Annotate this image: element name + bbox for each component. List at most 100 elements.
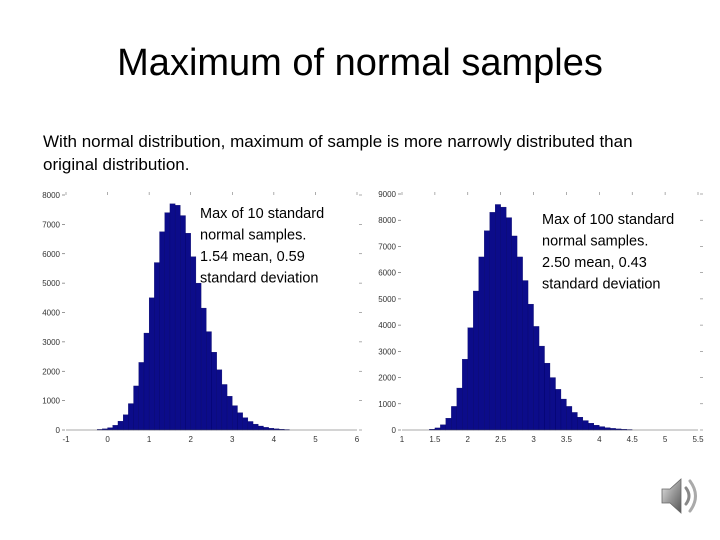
x-tick-label: 2 bbox=[188, 435, 193, 444]
y-tick-label: 9000 bbox=[378, 190, 396, 199]
chart-annotation-line: standard deviation bbox=[542, 277, 661, 293]
x-tick-label: 4 bbox=[272, 435, 277, 444]
histogram-bar bbox=[159, 231, 165, 431]
slide-body-text: With normal distribution, maximum of sam… bbox=[43, 132, 633, 174]
histogram-bar bbox=[112, 425, 119, 431]
histogram-bar bbox=[599, 426, 605, 431]
histogram-bar bbox=[232, 405, 238, 431]
histogram-bar bbox=[128, 403, 134, 431]
y-tick-label: 0 bbox=[56, 426, 61, 435]
histogram-bar bbox=[544, 362, 551, 431]
chart-annotation-line: Max of 10 standard bbox=[200, 206, 324, 222]
y-tick-label: 3000 bbox=[42, 338, 60, 347]
histogram-bar bbox=[516, 256, 523, 431]
histogram-bar bbox=[174, 205, 181, 431]
histogram-bar bbox=[577, 417, 584, 431]
histogram-bar bbox=[560, 398, 567, 431]
y-tick-label: 7000 bbox=[42, 220, 60, 229]
chart-annotation-line: 1.54 mean, 0.59 bbox=[200, 249, 305, 265]
y-tick-label: 2000 bbox=[378, 374, 396, 383]
y-tick-label: 8000 bbox=[42, 191, 60, 200]
histogram-bar bbox=[588, 423, 595, 431]
x-tick-label: 4 bbox=[597, 435, 602, 444]
histogram-bar bbox=[445, 418, 452, 431]
y-tick-label: 7000 bbox=[378, 242, 396, 251]
histogram-max-of-100: 0 1000 2000 3000 4000 5000 6000 7000 8000 9000 1 1.… bbox=[378, 190, 704, 444]
x-tick-label: 2 bbox=[466, 435, 471, 444]
histogram-bar bbox=[473, 290, 479, 431]
histogram-bar bbox=[211, 352, 217, 431]
histogram-bar bbox=[237, 412, 243, 431]
histogram-bar bbox=[123, 414, 129, 431]
y-tick-label: 8000 bbox=[378, 216, 396, 225]
histogram-bar bbox=[143, 332, 150, 431]
slide-title: Maximum of normal samples bbox=[117, 42, 603, 84]
histogram-bar bbox=[107, 427, 113, 431]
histogram-bar bbox=[190, 256, 197, 431]
histogram-bar bbox=[216, 369, 223, 431]
x-tick-label: 3.5 bbox=[561, 435, 573, 444]
histogram-bar bbox=[206, 331, 212, 431]
histogram-bar bbox=[511, 235, 518, 431]
histogram-bar bbox=[164, 212, 171, 431]
histogram-bar bbox=[247, 421, 254, 431]
x-tick-label: 2.5 bbox=[495, 435, 507, 444]
histogram-bar bbox=[258, 425, 264, 431]
histogram-bar bbox=[478, 256, 485, 431]
histogram-bar bbox=[538, 345, 545, 431]
y-tick-label: 6000 bbox=[42, 250, 60, 259]
x-tick-label: 5 bbox=[313, 435, 318, 444]
y-tick-label: 6000 bbox=[378, 269, 396, 278]
histogram-bar bbox=[242, 417, 249, 431]
histogram-bar bbox=[604, 427, 611, 431]
chart-annotation-line: normal samples. bbox=[200, 228, 306, 244]
y-tick-label: 4000 bbox=[42, 309, 60, 318]
histogram-bar bbox=[117, 421, 124, 431]
y-tick-label: 2000 bbox=[42, 367, 60, 376]
x-tick-label: 4.5 bbox=[627, 435, 639, 444]
x-tick-label: 5.5 bbox=[692, 435, 704, 444]
histogram-bar bbox=[522, 280, 529, 431]
histogram-bar bbox=[440, 424, 447, 431]
histogram-bar bbox=[571, 412, 578, 431]
y-tick-label: 5000 bbox=[42, 279, 60, 288]
histogram-bar bbox=[467, 327, 474, 431]
histogram-bar bbox=[484, 230, 490, 431]
histogram-bar bbox=[138, 362, 145, 431]
x-tick-label: 0 bbox=[105, 435, 110, 444]
histogram-bar bbox=[221, 384, 228, 431]
x-tick-label: -1 bbox=[62, 435, 70, 444]
histogram-bar bbox=[495, 204, 501, 431]
y-tick-label: 1000 bbox=[42, 397, 60, 406]
chart-annotation-line: Max of 100 standard bbox=[542, 212, 674, 228]
histogram-bar bbox=[549, 377, 556, 431]
chart-annotation-line: 2.50 mean, 0.43 bbox=[542, 255, 647, 271]
x-tick-label: 5 bbox=[663, 435, 668, 444]
histogram-bar bbox=[185, 233, 191, 431]
y-tick-label: 5000 bbox=[378, 295, 396, 304]
y-tick-label: 1000 bbox=[378, 400, 396, 409]
histogram-bar bbox=[180, 215, 186, 431]
x-tick-label: 6 bbox=[355, 435, 360, 444]
histogram-bar bbox=[500, 206, 507, 431]
histogram-bar bbox=[527, 303, 534, 431]
histogram-bar bbox=[451, 406, 457, 431]
x-tick-label: 1.5 bbox=[429, 435, 441, 444]
y-tick-label: 4000 bbox=[378, 321, 396, 330]
y-tick-label: 3000 bbox=[378, 347, 396, 356]
x-tick-label: 3 bbox=[531, 435, 536, 444]
chart-annotation-line: standard deviation bbox=[200, 271, 319, 287]
histogram-bar bbox=[555, 389, 562, 431]
histogram-bar bbox=[252, 423, 259, 431]
speaker-icon[interactable] bbox=[656, 468, 702, 524]
histogram-bar bbox=[133, 385, 139, 431]
histogram-bar bbox=[456, 387, 463, 431]
y-tick-label: 0 bbox=[392, 426, 397, 435]
histogram-bar bbox=[582, 420, 589, 431]
x-tick-label: 1 bbox=[400, 435, 405, 444]
histogram-bar bbox=[566, 406, 573, 431]
histogram-bar bbox=[148, 297, 155, 431]
histogram-bar bbox=[200, 307, 207, 431]
histogram-bar bbox=[533, 326, 540, 431]
